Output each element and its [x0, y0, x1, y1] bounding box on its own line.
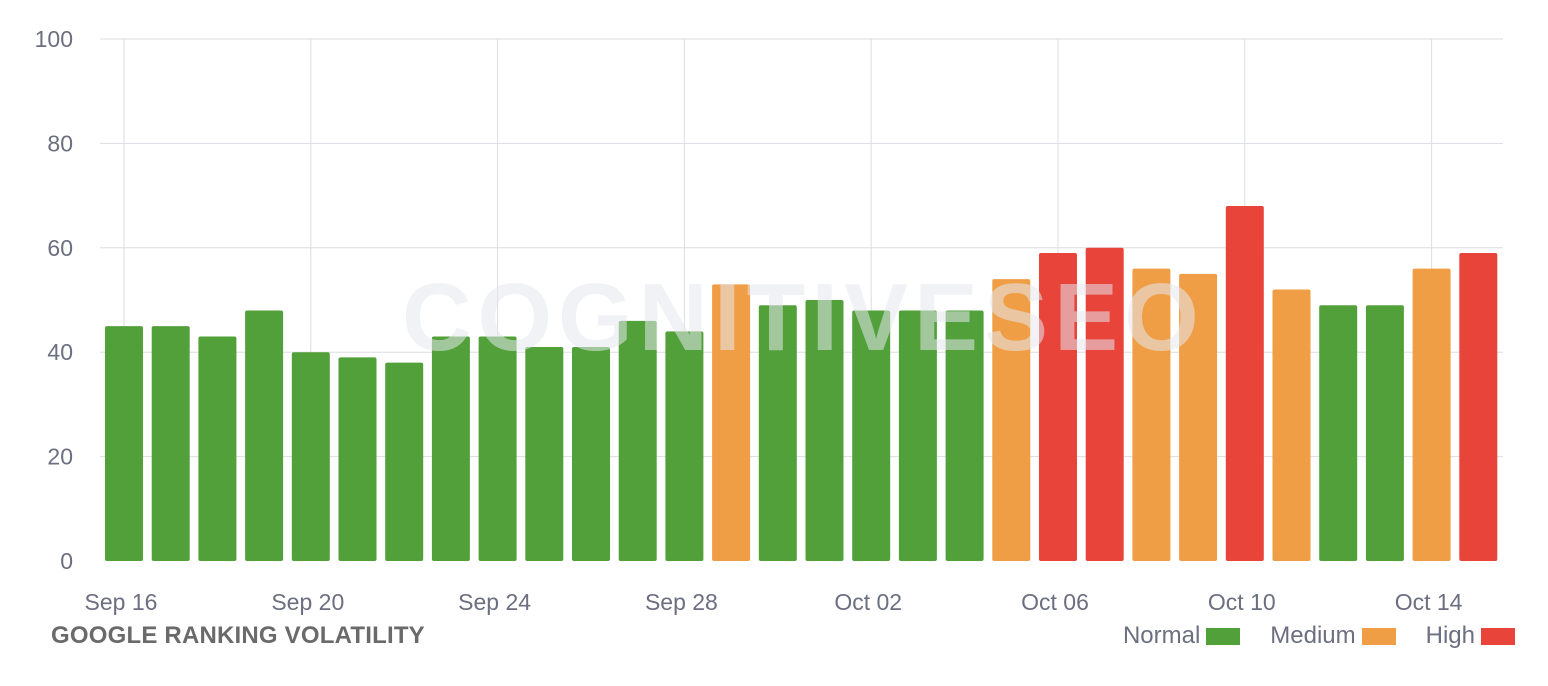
legend-item-normal[interactable]: Normal [1122, 622, 1241, 650]
bar-sep-28[interactable] [665, 331, 704, 561]
bar-sep-16[interactable] [105, 326, 143, 561]
bar-oct-01[interactable] [805, 300, 844, 561]
y-axis-ticks: 0 20 40 60 80 100 [35, 26, 73, 574]
bar-oct-08[interactable] [1132, 268, 1171, 561]
legend-label: High [1425, 622, 1475, 649]
legend-swatch [1206, 627, 1241, 645]
bar-sep-26[interactable] [572, 346, 610, 561]
bar-sep-27[interactable] [618, 320, 657, 561]
bar-sep-17[interactable] [151, 326, 190, 561]
legend-item-high[interactable]: High [1426, 622, 1515, 650]
legend-label: Medium [1270, 622, 1356, 649]
bar-oct-10[interactable] [1225, 206, 1264, 562]
bar-oct-07[interactable] [1085, 247, 1124, 562]
bar-oct-14[interactable] [1412, 268, 1451, 561]
bar-sep-29[interactable] [712, 284, 751, 561]
bar-sep-23[interactable] [431, 336, 470, 561]
bars [105, 206, 1498, 562]
bar-sep-18[interactable] [198, 336, 237, 561]
x-tick-label: Oct 10 [1208, 589, 1276, 615]
legend-swatch [1481, 627, 1515, 645]
y-tick-label: 60 [47, 235, 73, 261]
bar-oct-04[interactable] [945, 310, 984, 561]
bar-sep-24[interactable] [478, 336, 517, 561]
x-tick-label: Sep 28 [645, 589, 718, 615]
y-tick-label: 0 [60, 548, 73, 574]
legend: Normal Medium High [1123, 622, 1515, 650]
legend-item-medium[interactable]: Medium [1270, 622, 1396, 650]
x-tick-label: Sep 20 [271, 589, 344, 615]
bar-oct-06[interactable] [1039, 253, 1077, 561]
bar-sep-25[interactable] [525, 346, 564, 561]
x-tick-label: Sep 16 [85, 589, 158, 615]
bar-oct-09[interactable] [1179, 273, 1218, 561]
y-tick-label: 20 [47, 444, 73, 470]
bar-oct-15[interactable] [1459, 253, 1498, 561]
watermark-logo-text: COGNITIVESEO [402, 264, 1205, 371]
bar-sep-20[interactable] [291, 352, 330, 561]
x-tick-label: Oct 06 [1021, 589, 1089, 615]
bar-oct-11[interactable] [1272, 289, 1311, 561]
bar-sep-19[interactable] [245, 310, 284, 561]
bar-oct-02[interactable] [852, 310, 891, 561]
bar-sep-22[interactable] [385, 362, 424, 561]
x-axis-ticks: Sep 16 Sep 20 Sep 24 Sep 28 Oct 02 Oct 06 Oct … [85, 589, 1463, 615]
y-tick-label: 80 [47, 130, 73, 156]
bar-oct-05[interactable] [992, 279, 1031, 561]
bar-oct-13[interactable] [1365, 305, 1404, 561]
legend-swatch [1361, 627, 1396, 645]
bar-sep-21[interactable] [338, 357, 377, 561]
y-tick-label: 40 [47, 339, 73, 365]
bar-sep-30[interactable] [758, 305, 797, 561]
bar-oct-12[interactable] [1319, 305, 1358, 561]
x-tick-label: Oct 02 [834, 589, 902, 615]
y-tick-label: 100 [35, 26, 73, 52]
chart-title: GOOGLE RANKING VOLATILITY [51, 622, 425, 649]
legend-label: Normal [1122, 622, 1201, 649]
bar-oct-03[interactable] [898, 310, 937, 561]
x-tick-label: Oct 14 [1395, 589, 1463, 615]
x-tick-label: Sep 24 [458, 589, 531, 615]
